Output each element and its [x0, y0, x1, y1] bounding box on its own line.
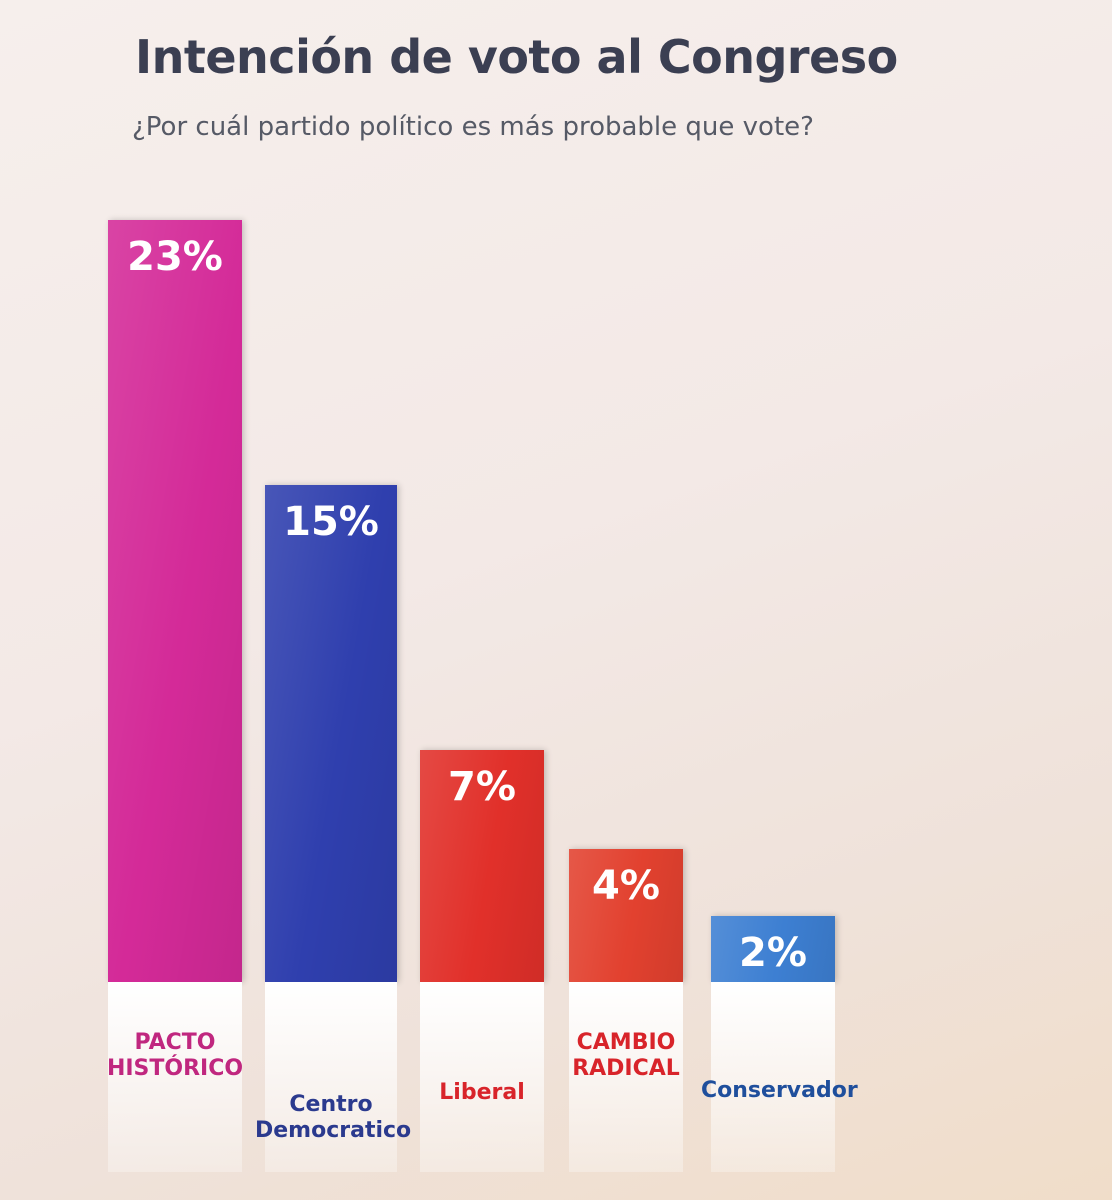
party-logo-box — [420, 982, 544, 1172]
chart-subtitle: ¿Por cuál partido político es más probab… — [132, 112, 814, 142]
bar — [711, 915, 835, 983]
party-logo-box — [569, 982, 683, 1172]
category-label: Conservador — [701, 1078, 858, 1103]
data-label: 7% — [448, 764, 516, 811]
bar — [569, 849, 683, 982]
chart-title: Intención de voto al Congreso — [135, 30, 898, 84]
bar — [420, 750, 544, 982]
data-label: 4% — [592, 863, 660, 910]
category-label: Liberal — [439, 1080, 525, 1105]
data-label: 23% — [127, 234, 223, 280]
category-label: PACTO HISTÓRICO — [106, 1030, 244, 1081]
data-label: 15% — [283, 499, 379, 546]
bar — [265, 485, 397, 982]
category-label: Centro Democratico — [255, 1092, 412, 1143]
party-logo-box — [711, 982, 835, 1172]
data-label: 2% — [739, 929, 807, 976]
party-logo-box — [265, 982, 397, 1172]
party-logo-box — [108, 982, 242, 1172]
category-label: CAMBIO RADICAL — [572, 1030, 680, 1081]
bar — [108, 220, 242, 982]
